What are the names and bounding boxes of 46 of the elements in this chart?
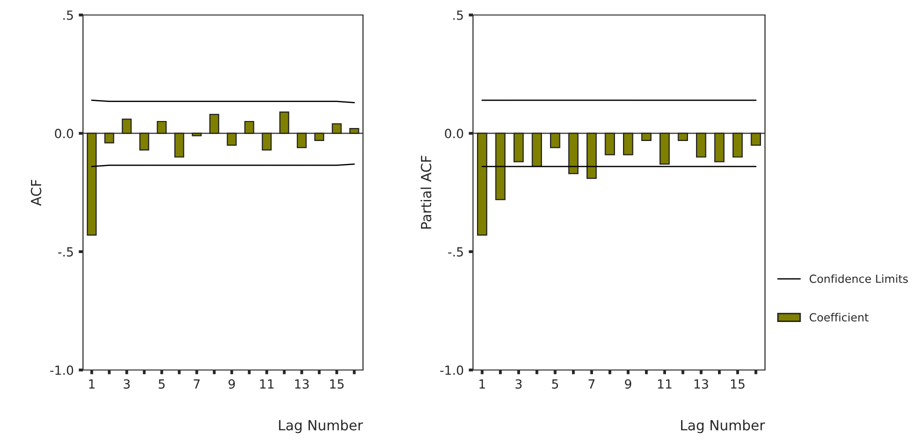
y-tick-label: -.5 [448, 247, 463, 257]
y-axis-title: Partial ACF [420, 156, 432, 229]
y-tick-label: .5 [63, 10, 73, 20]
y-tick-label: -.5 [58, 247, 73, 257]
x-tick-label: 3 [516, 379, 522, 389]
x-tick-label: 1 [89, 379, 95, 389]
x-axis-title: Lag Number [279, 420, 363, 434]
y-tick-label: 0.0 [444, 128, 464, 138]
bar [192, 132, 202, 136]
bar [122, 118, 132, 134]
x-tick-label: 5 [552, 379, 558, 389]
x-tick-label: 11 [658, 379, 672, 389]
bar [156, 120, 167, 134]
x-tick-label: 15 [731, 379, 744, 389]
y-tick-label: 0.0 [54, 128, 74, 138]
bar [86, 132, 97, 236]
x-tick-label: 5 [158, 379, 165, 389]
legend-label: Coefficient [810, 312, 868, 322]
bar [262, 132, 272, 150]
bar [332, 123, 342, 134]
bar [139, 132, 150, 150]
bar [244, 120, 254, 134]
y-tick-label: -1.0 [440, 365, 464, 375]
x-tick-label: 13 [295, 379, 309, 389]
x-tick-label: 9 [228, 379, 235, 389]
bar [209, 114, 220, 134]
x-tick-label: 7 [588, 379, 595, 389]
y-tick-label: .5 [453, 10, 463, 20]
x-tick-label: 1 [480, 379, 485, 389]
y-axis-title: ACF [30, 180, 42, 206]
x-tick-label: 7 [194, 379, 200, 389]
bar [314, 132, 324, 141]
bar [226, 132, 237, 146]
x-tick-label: 3 [124, 379, 130, 389]
x-tick-label: 11 [260, 379, 274, 389]
x-tick-label: 13 [694, 379, 708, 389]
x-tick-label: 15 [330, 379, 344, 389]
y-tick-label: -1.0 [50, 365, 74, 375]
bar [104, 132, 114, 144]
bar [296, 132, 307, 148]
bar [349, 128, 360, 134]
bar [279, 111, 290, 134]
legend-label: Confidence Limits [810, 274, 908, 283]
x-tick-label: 9 [624, 379, 632, 389]
bar [174, 132, 184, 158]
x-axis-title: Lag Number [681, 420, 765, 434]
